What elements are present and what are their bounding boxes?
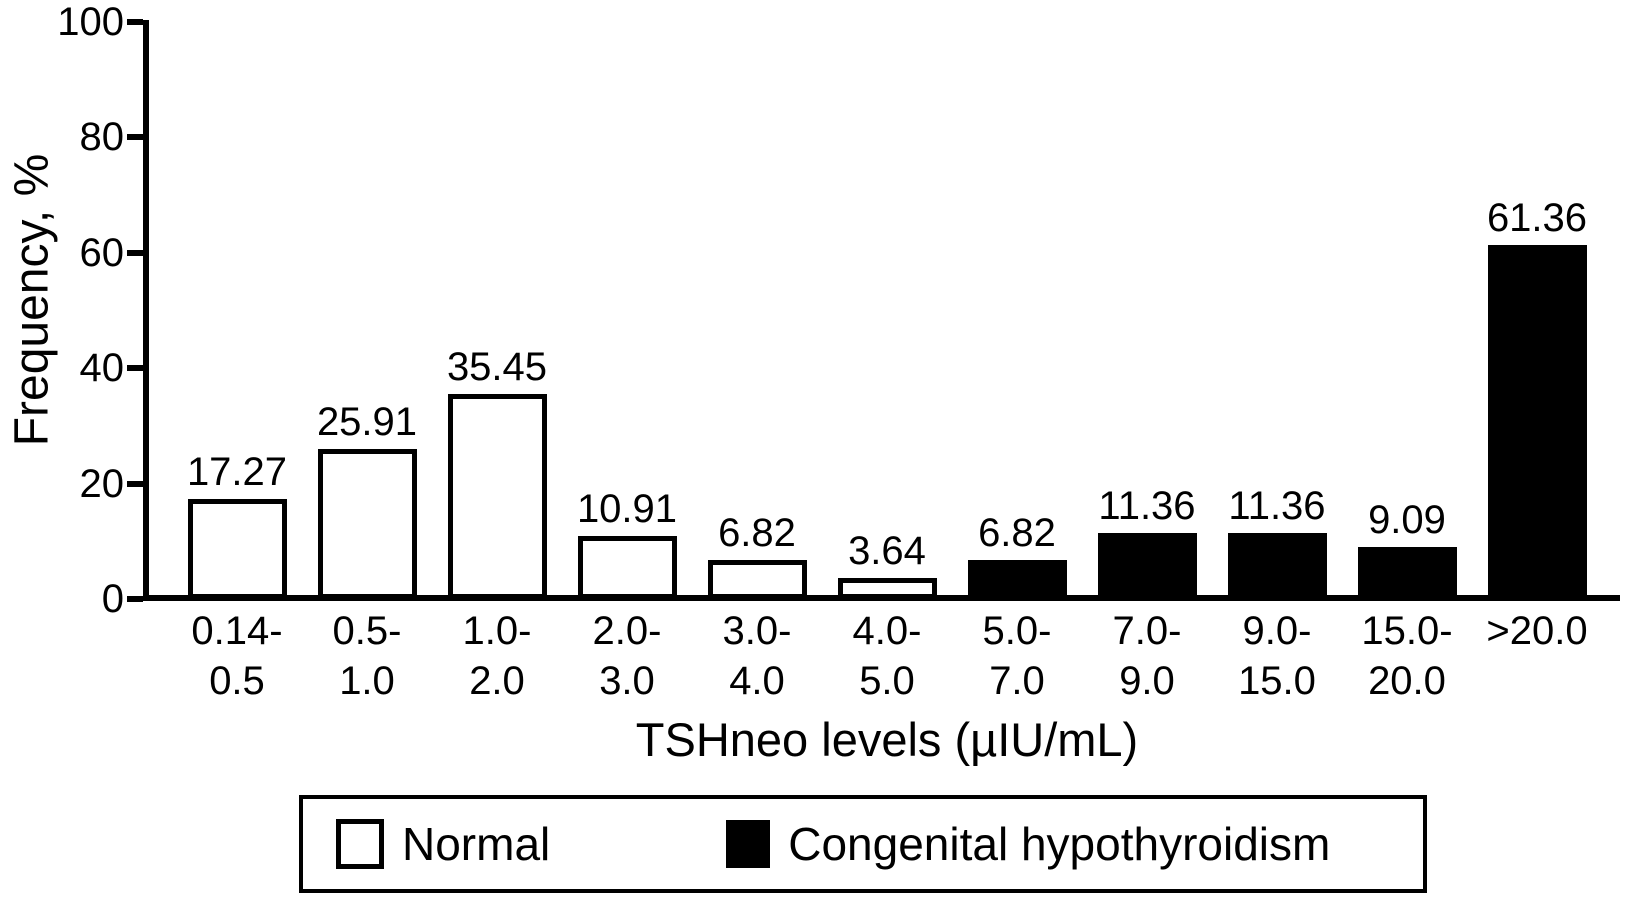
x-tick-label-7.0-9.0: 7.0- 9.0 (1082, 606, 1212, 706)
x-tick-label-line: 3.0- (722, 609, 792, 653)
bar-0.14-0.5 (187, 499, 287, 599)
bar-slot-2.0-3.0: 10.91 (562, 0, 692, 599)
legend-label-congenital-hypothyroidism: Congenital hypothyroidism (788, 818, 1331, 870)
y-tick-mark-60 (127, 249, 143, 256)
x-tick-label-9.0-15.0: 9.0- 15.0 (1212, 606, 1342, 706)
y-tick-mark-0 (127, 596, 143, 602)
x-tick-label-0.14-0.5: 0.14- 0.5 (172, 606, 302, 706)
bar-5.0-7.0 (967, 560, 1067, 599)
y-tick-label-20: 20 (79, 461, 125, 506)
x-tick-label-line: 4.0- (852, 609, 922, 653)
bar-value-label->20.0: 61.36 (1486, 196, 1588, 240)
bar-0.5-1.0 (317, 449, 417, 599)
y-axis-line (143, 20, 149, 601)
bar-1.0-2.0 (447, 394, 547, 599)
bar-value-label-7.0-9.0: 11.36 (1098, 484, 1196, 528)
y-tick-mark-40 (127, 365, 143, 372)
bar-value-label-0.5-1.0: 25.91 (316, 400, 418, 444)
y-tick-mark-80 (127, 134, 143, 141)
legend-item-normal: Normal (336, 817, 550, 871)
y-tick-mark-20 (127, 480, 143, 487)
x-tick-label-line: 7.0- (1112, 609, 1182, 653)
legend-item-congenital-hypothyroidism: Congenital hypothyroidism (726, 817, 1330, 871)
y-tick-label-0: 0 (101, 577, 124, 621)
bar-slot->20.0: 61.36 (1472, 0, 1602, 599)
bar-7.0-9.0 (1097, 533, 1197, 599)
legend: Normal Congenital hypothyroidism (299, 795, 1427, 893)
y-axis-title: Frequency, % (5, 153, 59, 447)
bar-9.0-15.0 (1227, 533, 1327, 599)
x-tick-label-line: 7.0 (989, 659, 1045, 703)
y-tick-label-40: 40 (79, 346, 125, 391)
bar-2.0-3.0 (577, 536, 677, 599)
bar->20.0 (1487, 245, 1587, 599)
bar-value-label-1.0-2.0: 35.45 (446, 345, 548, 389)
bar-slot-0.14-0.5: 17.27 (172, 0, 302, 599)
bars-area: 17.27 25.91 35.45 10.91 6.82 3.64 6.82 11.36 11.… (172, 0, 1602, 599)
x-axis-title: TSHneo levels (µIU/mL) (635, 713, 1139, 766)
x-tick-label-line: 0.5 (209, 659, 265, 703)
bar-slot-4.0-5.0: 3.64 (822, 0, 952, 599)
x-tick-label-line: 4.0 (729, 659, 785, 703)
x-tick-label-line: 2.0- (592, 609, 662, 653)
bar-15.0-20.0 (1357, 547, 1457, 599)
bar-slot-9.0-15.0: 11.36 (1212, 0, 1342, 599)
x-axis-tick-labels: 0.14- 0.5 0.5- 1.0 1.0- 2.0 2.0- 3.0 3.0- 4.0 4.0-… (172, 606, 1602, 706)
x-tick-label-line: 15.0- (1361, 609, 1453, 653)
bar-slot-0.5-1.0: 25.91 (302, 0, 432, 599)
y-tick-label-100: 100 (57, 0, 124, 44)
normal-swatch-icon (336, 819, 384, 869)
bar-value-label-15.0-20.0: 9.09 (1368, 498, 1446, 542)
bar-slot-3.0-4.0: 6.82 (692, 0, 822, 599)
bar-slot-7.0-9.0: 11.36 (1082, 0, 1212, 599)
x-tick-label-line: 15.0 (1238, 659, 1316, 703)
bar-3.0-4.0 (707, 560, 807, 599)
bar-4.0-5.0 (837, 578, 937, 599)
legend-label-normal: Normal (402, 818, 551, 870)
y-tick-mark-100 (127, 19, 143, 25)
x-tick-label-5.0-7.0: 5.0- 7.0 (952, 606, 1082, 706)
x-tick-label-line: >20.0 (1486, 609, 1588, 653)
x-tick-label-line: 2.0 (469, 659, 525, 703)
bar-value-label-3.0-4.0: 6.82 (718, 511, 796, 555)
x-tick-label-line: 0.14- (191, 609, 283, 653)
x-tick-label-0.5-1.0: 0.5- 1.0 (302, 606, 432, 706)
y-tick-label-80: 80 (79, 115, 125, 160)
bar-slot-15.0-20.0: 9.09 (1342, 0, 1472, 599)
x-tick-label-2.0-3.0: 2.0- 3.0 (562, 606, 692, 706)
congenital-hypothyroidism-swatch-icon (726, 820, 771, 868)
x-tick-label-15.0-20.0: 15.0- 20.0 (1342, 606, 1472, 706)
x-tick-label->20.0: >20.0 (1472, 606, 1602, 706)
x-tick-label-line: 5.0 (859, 659, 915, 703)
x-tick-label-line: 0.5- (332, 609, 402, 653)
bar-value-label-2.0-3.0: 10.91 (576, 487, 678, 531)
x-tick-label-1.0-2.0: 1.0- 2.0 (432, 606, 562, 706)
bar-value-label-4.0-5.0: 3.64 (848, 529, 926, 573)
y-tick-label-60: 60 (79, 230, 125, 275)
x-tick-label-line: 9.0 (1119, 659, 1175, 703)
x-tick-label-line: 20.0 (1368, 659, 1446, 703)
x-tick-label-line: 5.0- (982, 609, 1052, 653)
bar-value-label-9.0-15.0: 11.36 (1228, 484, 1326, 528)
x-tick-label-line: 1.0 (339, 659, 395, 703)
bar-value-label-0.14-0.5: 17.27 (186, 450, 288, 494)
bar-value-label-5.0-7.0: 6.82 (978, 511, 1056, 555)
x-tick-label-line: 9.0- (1242, 609, 1312, 653)
bar-slot-5.0-7.0: 6.82 (952, 0, 1082, 599)
x-tick-label-line: 3.0 (599, 659, 655, 703)
x-tick-label-line: 1.0- (462, 609, 532, 653)
bar-slot-1.0-2.0: 35.45 (432, 0, 562, 599)
x-tick-label-3.0-4.0: 3.0- 4.0 (692, 606, 822, 706)
x-tick-label-4.0-5.0: 4.0- 5.0 (822, 606, 952, 706)
